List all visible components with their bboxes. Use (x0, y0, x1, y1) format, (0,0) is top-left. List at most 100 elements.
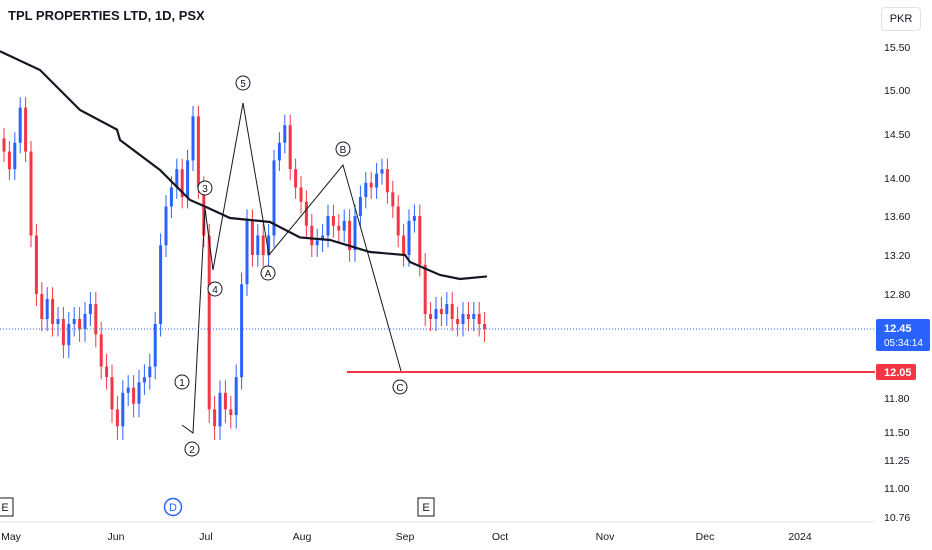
candle-body (472, 314, 476, 319)
price-tick-label: 11.80 (884, 393, 910, 405)
candle-body (407, 220, 411, 255)
candle-body (364, 182, 368, 197)
moving-average-line (0, 50, 488, 281)
candle-body (331, 216, 335, 226)
time-tick-label: May (1, 531, 22, 543)
candle-body (159, 245, 163, 324)
candle-body (277, 142, 281, 161)
candle-body (207, 235, 211, 410)
candle-body (267, 235, 271, 255)
candle-body (29, 151, 33, 236)
candle-body (450, 304, 454, 319)
earnings-marker[interactable] (0, 497, 14, 517)
candle-body (229, 409, 233, 415)
candle-body (196, 116, 200, 188)
dividend-marker-label: D (169, 502, 177, 514)
candle-body (261, 235, 265, 255)
candle-body (461, 314, 465, 324)
candle-body (272, 160, 276, 236)
candle-body (169, 187, 173, 207)
candle-body (186, 160, 190, 197)
price-tick-label: 12.80 (884, 289, 910, 301)
support-price-tag (876, 364, 916, 380)
candle-body (223, 392, 227, 410)
wave-label-circle (260, 265, 276, 281)
candle-body (7, 151, 11, 170)
candle-body (418, 216, 422, 265)
candle-body (445, 304, 449, 314)
candle-body (40, 294, 44, 319)
candle-body (121, 392, 125, 427)
candle-body (294, 169, 298, 188)
support-price-value: 12.05 (884, 367, 912, 379)
candle-body (321, 235, 325, 241)
candle-body (391, 192, 395, 207)
time-tick-label: Dec (696, 531, 715, 543)
candle-body (132, 387, 136, 404)
wave-label-C: C (396, 383, 403, 394)
time-tick-label: Jul (199, 531, 212, 543)
earnings-marker[interactable] (417, 497, 435, 517)
candle-body (353, 216, 357, 251)
candle-body (180, 169, 184, 197)
current-price-tag (876, 319, 930, 351)
wave-label-5: 5 (240, 79, 246, 90)
candle-body (283, 125, 287, 143)
price-axis: 15.50 15.00 14.50 14.00 13.60 13.20 12.80 11.80… (884, 42, 910, 524)
wave-label-circle (197, 180, 213, 196)
candle-body (466, 314, 470, 319)
price-tick-label: 14.50 (884, 129, 910, 141)
candle-body (315, 240, 319, 246)
chart-title: TPL PROPERTIES LTD, 1D, PSX (8, 8, 205, 23)
candle-body (72, 319, 76, 324)
candle-body (213, 409, 217, 427)
candle-body (412, 216, 416, 221)
candle-body (126, 387, 130, 393)
candle-body (434, 309, 438, 319)
time-tick-label: Jun (108, 531, 125, 543)
candle-body (234, 377, 238, 415)
time-tick-label: 2024 (788, 531, 812, 543)
wave-label-circle (207, 281, 223, 297)
candle-body (218, 392, 222, 427)
candle-body (61, 319, 65, 346)
currency-button[interactable]: PKR (881, 7, 921, 31)
candle-body (94, 304, 98, 335)
price-tick-label: 11.00 (884, 483, 910, 495)
wave-labels-group: 1 2 3 4 5 A B C (174, 75, 408, 457)
candle-body (348, 220, 352, 251)
candle-body (45, 299, 49, 319)
candle-body (299, 187, 303, 202)
candle-body (380, 169, 384, 174)
wave-label-3: 3 (202, 184, 208, 195)
candle-body (250, 220, 254, 255)
dividend-marker[interactable] (163, 497, 183, 517)
candle-body (483, 324, 487, 329)
candle-body (202, 187, 206, 236)
price-tick-label: 14.00 (884, 173, 910, 185)
wave-label-2: 2 (189, 445, 195, 456)
earnings-marker-label: E (1, 502, 8, 514)
candle-body (78, 319, 82, 329)
candle-body (83, 314, 87, 329)
earnings-marker-label: E (422, 502, 429, 514)
candle-body (18, 107, 22, 143)
price-tick-label: 15.50 (884, 42, 910, 54)
candle-body (24, 107, 28, 152)
time-tick-label: Aug (293, 531, 312, 543)
bar-countdown: 05:34:14 (884, 338, 923, 349)
time-tick-label: Sep (396, 531, 415, 543)
candle-body (191, 116, 195, 161)
candle-body (56, 319, 60, 324)
price-tick-label: 15.00 (884, 85, 910, 97)
candle-body (88, 304, 92, 314)
candle-body (142, 377, 146, 383)
candle-body (153, 324, 157, 367)
candle-body (245, 220, 249, 285)
candle-body (342, 220, 346, 231)
candle-body (385, 169, 389, 193)
candle-body (67, 324, 71, 346)
wave-label-4: 4 (212, 285, 218, 296)
candle-body (115, 409, 119, 427)
